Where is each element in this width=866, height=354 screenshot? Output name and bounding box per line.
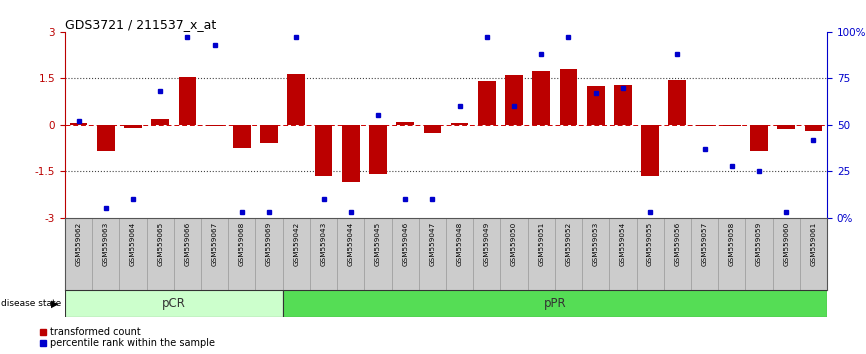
Text: GSM559042: GSM559042 bbox=[294, 221, 300, 266]
Text: pCR: pCR bbox=[162, 297, 185, 310]
Text: GSM559045: GSM559045 bbox=[375, 221, 381, 266]
Text: GSM559065: GSM559065 bbox=[158, 221, 163, 266]
Bar bbox=[206, 125, 223, 126]
Text: GSM559057: GSM559057 bbox=[701, 221, 708, 266]
Bar bbox=[260, 125, 278, 143]
Bar bbox=[97, 125, 114, 151]
Bar bbox=[65, 290, 282, 317]
Bar bbox=[69, 123, 87, 125]
Text: GSM559049: GSM559049 bbox=[484, 221, 490, 266]
Bar bbox=[778, 125, 795, 130]
Text: GSM559063: GSM559063 bbox=[103, 221, 109, 266]
Text: GSM559047: GSM559047 bbox=[430, 221, 436, 266]
Text: GSM559056: GSM559056 bbox=[675, 221, 681, 266]
Bar bbox=[342, 125, 359, 182]
Bar bbox=[614, 85, 631, 125]
Bar bbox=[587, 86, 604, 125]
Text: GSM559051: GSM559051 bbox=[539, 221, 544, 266]
Bar bbox=[423, 125, 441, 132]
Text: GSM559058: GSM559058 bbox=[729, 221, 734, 266]
Text: GSM559066: GSM559066 bbox=[184, 221, 191, 266]
Text: disease state: disease state bbox=[1, 299, 61, 308]
Text: ▶: ▶ bbox=[51, 298, 59, 308]
Text: GSM559054: GSM559054 bbox=[620, 221, 626, 266]
Legend: transformed count, percentile rank within the sample: transformed count, percentile rank withi… bbox=[40, 327, 215, 348]
Text: GSM559069: GSM559069 bbox=[266, 221, 272, 266]
Text: GSM559060: GSM559060 bbox=[783, 221, 789, 266]
Text: pPR: pPR bbox=[544, 297, 566, 310]
Bar bbox=[314, 125, 333, 176]
Text: GSM559048: GSM559048 bbox=[456, 221, 462, 266]
Bar bbox=[124, 125, 142, 128]
Bar bbox=[478, 81, 495, 125]
Bar bbox=[233, 125, 251, 148]
Bar bbox=[288, 74, 305, 125]
Text: GSM559044: GSM559044 bbox=[348, 221, 353, 266]
Bar bbox=[397, 122, 414, 125]
Text: GSM559064: GSM559064 bbox=[130, 221, 136, 266]
Text: GSM559067: GSM559067 bbox=[211, 221, 217, 266]
Text: GSM559068: GSM559068 bbox=[239, 221, 245, 266]
Text: GSM559050: GSM559050 bbox=[511, 221, 517, 266]
Text: GSM559052: GSM559052 bbox=[565, 221, 572, 266]
Text: GSM559046: GSM559046 bbox=[402, 221, 408, 266]
Text: GDS3721 / 211537_x_at: GDS3721 / 211537_x_at bbox=[65, 18, 216, 31]
Bar bbox=[178, 77, 197, 125]
Bar bbox=[559, 69, 578, 125]
Bar bbox=[505, 75, 523, 125]
Text: GSM559061: GSM559061 bbox=[811, 221, 817, 266]
Text: GSM559043: GSM559043 bbox=[320, 221, 326, 266]
Bar bbox=[805, 125, 822, 131]
Text: GSM559059: GSM559059 bbox=[756, 221, 762, 266]
Bar bbox=[369, 125, 387, 175]
Bar bbox=[723, 125, 740, 126]
Bar bbox=[695, 125, 714, 126]
Text: GSM559053: GSM559053 bbox=[592, 221, 598, 266]
Bar bbox=[282, 290, 827, 317]
Bar bbox=[669, 80, 686, 125]
Bar bbox=[152, 119, 169, 125]
Bar bbox=[533, 70, 550, 125]
Bar bbox=[450, 123, 469, 125]
Bar bbox=[641, 125, 659, 176]
Text: GSM559062: GSM559062 bbox=[75, 221, 81, 266]
Text: GSM559055: GSM559055 bbox=[647, 221, 653, 266]
Bar bbox=[750, 125, 768, 151]
